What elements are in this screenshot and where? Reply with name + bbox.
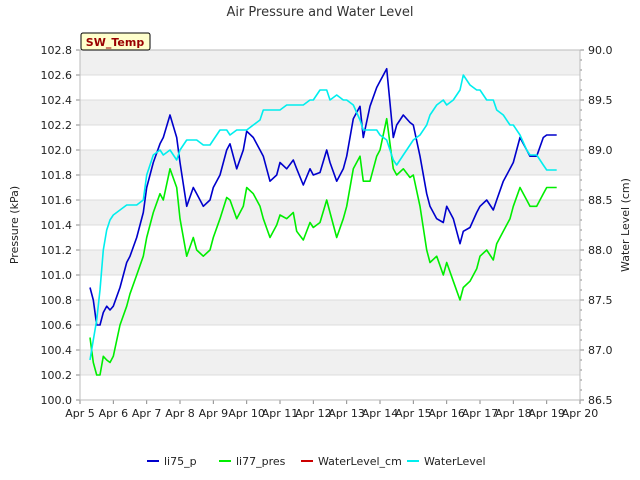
y2-tick-label: 87.5 [588, 294, 613, 307]
x-tick-label: Apr 20 [562, 407, 599, 420]
x-tick-label: Apr 10 [228, 407, 265, 420]
y-tick-label: 100.6 [41, 319, 73, 332]
badge: SW_Temp [80, 32, 151, 51]
legend-label-WaterLevel: WaterLevel [424, 455, 486, 468]
y2-tick-label: 89.0 [588, 144, 613, 157]
series-line-WaterLevel [89, 74, 557, 361]
y2-tick-label: 88.5 [588, 194, 613, 207]
x-tick-label: Apr 8 [165, 407, 195, 420]
y-tick-label: 101.4 [41, 219, 73, 232]
plot-band [80, 100, 580, 125]
badge-box [80, 32, 151, 51]
y-tick-label: 102.2 [41, 119, 73, 132]
x-tick-label: Apr 7 [132, 407, 162, 420]
plot-band [80, 300, 580, 325]
y-tick-label: 102.8 [41, 44, 73, 57]
y-axis-label: Pressure (kPa) [8, 186, 21, 264]
y2-tick-label: 89.5 [588, 94, 613, 107]
y-tick-label: 101.0 [41, 269, 73, 282]
y-tick-label: 100.2 [41, 369, 73, 382]
plot-band [80, 250, 580, 275]
y2-tick-label: 86.5 [588, 394, 613, 407]
x-tick-label: Apr 16 [428, 407, 465, 420]
x-tick-label: Apr 14 [362, 407, 399, 420]
legend-label-li77_pres: li77_pres [236, 455, 286, 468]
y-tick-label: 101.2 [41, 244, 73, 257]
y-tick-label: 101.6 [41, 194, 73, 207]
y2-tick-label: 87.0 [588, 344, 613, 357]
y2-tick-label: 88.0 [588, 244, 613, 257]
y2-axis-label: Water Level (cm) [619, 178, 632, 272]
x-tick-label: Apr 9 [199, 407, 229, 420]
series-group [89, 67, 557, 376]
legend-label-li75_p: li75_p [164, 455, 197, 468]
series-line-li77_pres [89, 117, 557, 376]
axes: 100.0 100.2 100.4 100.6 100.8 101.0 101.2 101.4… [41, 44, 613, 420]
legend: li75_p li77_pres WaterLevel_cm WaterLevel [147, 455, 486, 468]
plot-band [80, 50, 580, 75]
x-tick-label: Apr 19 [528, 407, 565, 420]
chart-title: Air Pressure and Water Level [226, 5, 413, 20]
x-tick-label: Apr 15 [395, 407, 432, 420]
legend-label-WaterLevel_cm: WaterLevel_cm [318, 455, 402, 468]
y-tick-label: 102.4 [41, 94, 73, 107]
x-tick-label: Apr 6 [99, 407, 129, 420]
y-tick-label: 102.6 [41, 69, 73, 82]
x-tick-label: Apr 13 [328, 407, 365, 420]
y2-tick-label: 90.0 [588, 44, 613, 57]
y-tick-label: 100.0 [41, 394, 73, 407]
badge-label: SW_Temp [86, 36, 145, 49]
x-tick-label: Apr 17 [462, 407, 499, 420]
y-tick-label: 101.8 [41, 169, 73, 182]
plot-border [79, 49, 581, 401]
plot-band [80, 350, 580, 375]
y-tick-label: 100.4 [41, 344, 73, 357]
y-tick-label: 100.8 [41, 294, 73, 307]
x-tick-label: Apr 18 [495, 407, 532, 420]
x-tick-label: Apr 12 [295, 407, 332, 420]
x-tick-label: Apr 5 [65, 407, 95, 420]
x-tick-label: Apr 11 [262, 407, 299, 420]
y-tick-label: 102.0 [41, 144, 73, 157]
